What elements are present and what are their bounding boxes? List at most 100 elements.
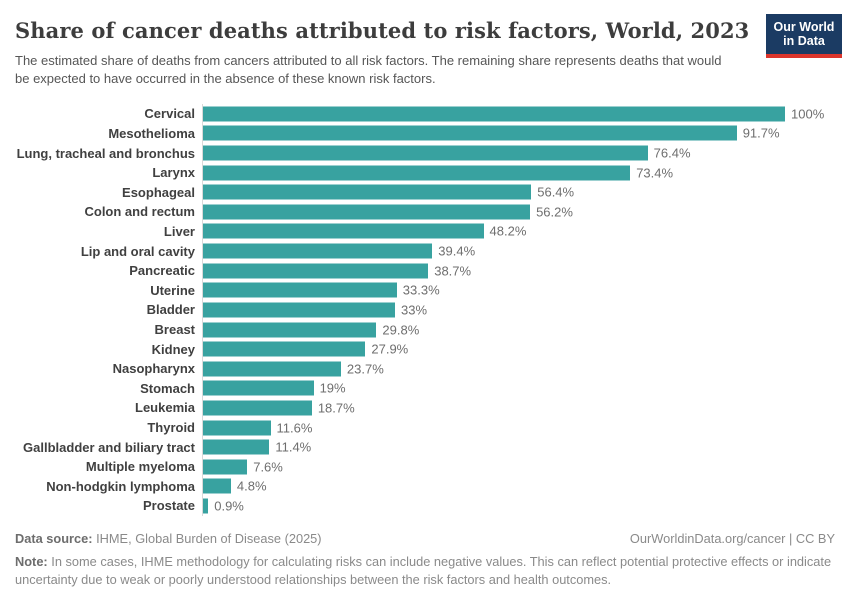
bar-row: Lung, tracheal and bronchus 76.4%: [0, 143, 850, 163]
category-label: Cervical: [144, 106, 195, 122]
bar[interactable]: [203, 263, 429, 279]
bar-row: Liver 48.2%: [0, 221, 850, 242]
bar-row: Prostate 0.9%: [0, 496, 850, 516]
bar[interactable]: [203, 106, 785, 122]
bar[interactable]: [203, 282, 397, 298]
category-label: Leukemia: [135, 400, 195, 416]
bar-row: Leukemia 18.7%: [0, 398, 850, 418]
bar-row: Non-hodgkin lymphoma 4.8%: [0, 476, 850, 497]
value-label: 27.9%: [371, 341, 409, 357]
bar-chart: Cervical 100% Mesothelioma 91.7% Lung, trach…: [0, 104, 850, 516]
bar-track: 29.8%: [202, 319, 785, 340]
bar-row: Larynx 73.4%: [0, 162, 850, 183]
bar[interactable]: [203, 420, 271, 436]
footnote-text: In some cases, IHME methodology for calc…: [15, 554, 832, 587]
bar-track: 100%: [202, 104, 824, 124]
bar[interactable]: [203, 361, 341, 377]
value-label: 4.8%: [236, 478, 267, 494]
category-label: Thyroid: [147, 420, 195, 436]
category-label: Uterine: [150, 282, 195, 298]
bar[interactable]: [203, 322, 377, 337]
bar[interactable]: [203, 302, 396, 318]
category-label: Larynx: [152, 165, 195, 181]
bar-row: Breast 29.8%: [0, 319, 850, 340]
bar-row: Multiple myeloma 7.6%: [0, 456, 850, 477]
bar-track: 27.9%: [202, 339, 785, 359]
bar[interactable]: [203, 125, 737, 141]
value-label: 33.3%: [402, 282, 440, 298]
page-title: Share of cancer deaths attributed to ris…: [15, 18, 750, 43]
bar[interactable]: [203, 400, 312, 416]
category-label: Breast: [154, 322, 195, 337]
category-label: Non-hodgkin lymphoma: [46, 478, 195, 494]
bar-row: Bladder 33%: [0, 300, 850, 320]
bar[interactable]: [203, 478, 231, 494]
bar-track: 56.2%: [202, 202, 785, 222]
bar-track: 76.4%: [202, 143, 785, 163]
value-label: 18.7%: [317, 400, 355, 416]
bar-track: 0.9%: [202, 496, 785, 516]
value-label: 29.8%: [382, 322, 420, 337]
footnote-label: Note:: [15, 554, 48, 569]
value-label: 38.7%: [434, 263, 472, 279]
category-label: Lip and oral cavity: [80, 243, 195, 259]
bar-track: 73.4%: [202, 162, 785, 183]
bar-row: Thyroid 11.6%: [0, 417, 850, 438]
bar[interactable]: [203, 459, 248, 475]
bar[interactable]: [203, 341, 366, 357]
category-label: Mesothelioma: [108, 125, 195, 141]
value-label: 73.4%: [636, 165, 674, 181]
value-label: 76.4%: [653, 145, 691, 161]
bar-row: Stomach 19%: [0, 378, 850, 399]
bar-row: Colon and rectum 56.2%: [0, 202, 850, 222]
category-label: Stomach: [140, 380, 195, 396]
bar[interactable]: [203, 165, 631, 181]
bar[interactable]: [203, 204, 531, 220]
value-label: 33%: [401, 302, 428, 318]
bar-track: 33.3%: [202, 280, 785, 301]
page-subtitle: The estimated share of deaths from cance…: [15, 53, 722, 87]
category-label: Esophageal: [122, 184, 195, 200]
category-label: Multiple myeloma: [85, 459, 195, 475]
bar[interactable]: [203, 380, 314, 396]
bar-row: Uterine 33.3%: [0, 280, 850, 301]
bar-track: 33%: [202, 300, 785, 320]
bar[interactable]: [203, 243, 433, 259]
bar-row: Cervical 100%: [0, 104, 850, 124]
bar-row: Nasopharynx 23.7%: [0, 358, 850, 379]
category-label: Gallbladder and biliary tract: [23, 439, 195, 455]
category-label: Prostate: [142, 498, 195, 514]
bar[interactable]: [203, 184, 532, 200]
value-label: 100%: [791, 106, 825, 122]
value-label: 0.9%: [214, 498, 244, 514]
owid-logo[interactable]: Our World in Data: [766, 14, 842, 58]
bar[interactable]: [203, 498, 209, 514]
bar-track: 48.2%: [202, 221, 785, 242]
bar-track: 39.4%: [202, 241, 785, 261]
bar-track: 38.7%: [202, 260, 785, 281]
footnote: Note: In some cases, IHME methodology fo…: [15, 553, 835, 588]
bar-track: 91.7%: [202, 123, 785, 144]
bar[interactable]: [203, 145, 648, 161]
value-label: 11.4%: [275, 439, 312, 455]
bar-track: 11.6%: [202, 417, 785, 438]
bar[interactable]: [203, 439, 270, 455]
value-label: 11.6%: [276, 420, 313, 436]
bar-track: 19%: [202, 378, 785, 399]
value-label: 56.2%: [536, 204, 573, 220]
bar-track: 23.7%: [202, 358, 785, 379]
bar[interactable]: [203, 223, 484, 239]
owid-logo-line1: Our World: [773, 20, 835, 34]
attribution-link[interactable]: OurWorldinData.org/cancer | CC BY: [629, 531, 835, 546]
value-label: 56.4%: [537, 184, 575, 200]
data-source-value: IHME, Global Burden of Disease (2025): [92, 531, 322, 546]
category-label: Bladder: [146, 302, 195, 318]
source-row: Data source: IHME, Global Burden of Dise…: [15, 531, 835, 546]
owid-logo-line2: in Data: [783, 34, 825, 49]
category-label: Lung, tracheal and bronchus: [16, 145, 195, 161]
category-label: Colon and rectum: [84, 204, 195, 220]
value-label: 19%: [319, 380, 346, 396]
category-label: Kidney: [151, 341, 195, 357]
bar-row: Esophageal 56.4%: [0, 182, 850, 203]
data-source: Data source: IHME, Global Burden of Dise…: [15, 531, 322, 546]
